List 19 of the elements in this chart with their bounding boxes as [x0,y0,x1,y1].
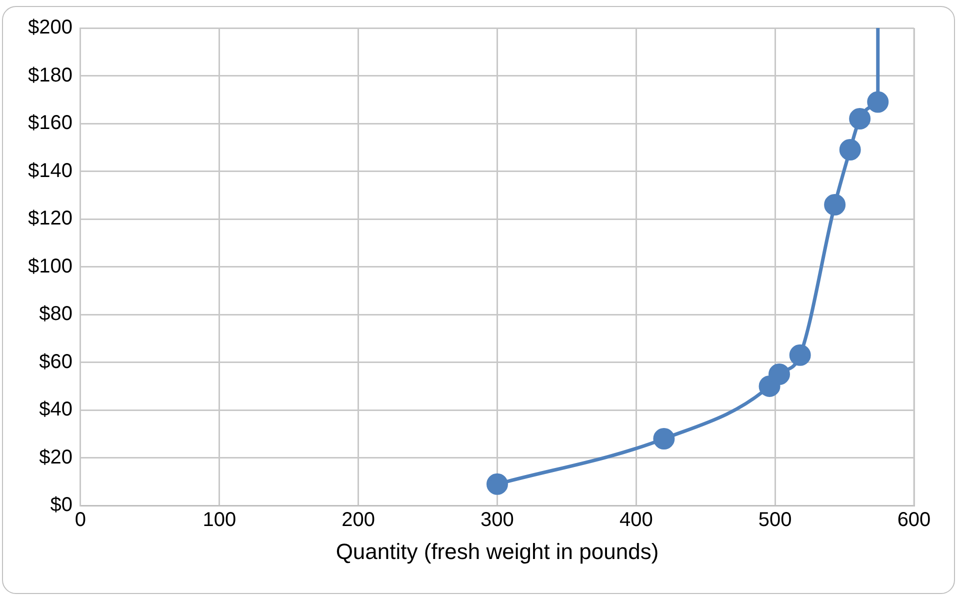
y-tick-label: $80 [39,303,72,326]
x-tick-label: 400 [619,509,653,532]
x-tick-label: 0 [74,509,86,532]
y-tick-label: $0 [50,494,72,516]
x-tick-label: 100 [202,509,236,532]
y-tick-label: $120 [28,208,72,230]
y-tick-label: $160 [28,112,72,134]
y-tick-label: $100 [28,255,72,278]
y-tick-label: $140 [28,160,72,182]
y-tick-label: $20 [39,446,72,468]
x-tick-label: 600 [897,509,931,532]
y-tick-label: $40 [39,398,72,421]
x-tick-label: 200 [342,509,376,532]
y-tick-label: $60 [39,350,72,373]
y-tick-label: $200 [28,16,72,39]
y-tick-label: $180 [28,64,72,86]
x-tick-label: 300 [480,509,514,532]
x-tick-label: 500 [758,509,792,532]
x-axis-title: Quantity (fresh weight in pounds) [336,538,659,564]
